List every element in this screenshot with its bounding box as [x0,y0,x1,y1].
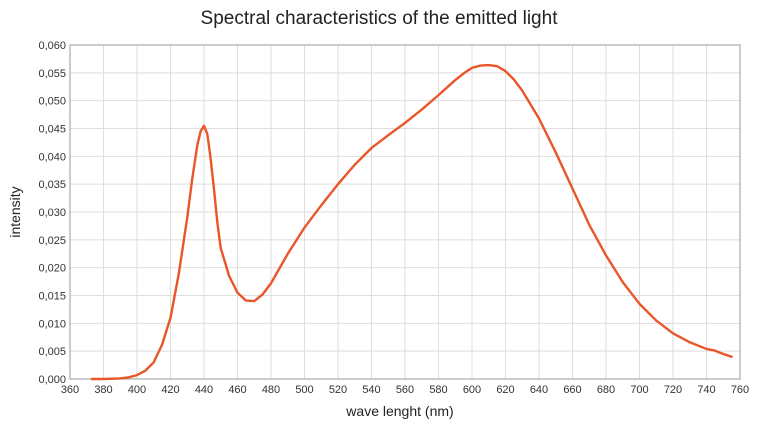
y-tick-label: 0,010 [38,318,66,330]
x-tick-label: 380 [94,384,112,396]
y-tick-label: 0,040 [38,151,66,163]
y-axis-ticks: 0,000 0,005 0,010 0,015 0,020 0,025 0,030 0,035… [38,40,66,386]
x-tick-label: 360 [61,384,79,396]
y-tick-label: 0,020 [38,263,66,275]
x-tick-label: 460 [228,384,246,396]
x-tick-label: 500 [295,384,313,396]
x-tick-label: 760 [731,384,749,396]
x-tick-label: 420 [161,384,179,396]
x-tick-label: 440 [195,384,213,396]
x-tick-label: 660 [563,384,581,396]
grid [69,44,741,380]
y-tick-label: 0,050 [38,96,66,108]
chart-title: Spectral characteristics of the emitted … [200,8,558,29]
x-tick-label: 600 [463,384,481,396]
x-tick-label: 560 [396,384,414,396]
x-tick-label: 640 [530,384,548,396]
x-tick-label: 700 [630,384,648,396]
y-tick-label: 0,060 [38,40,66,52]
x-tick-label: 620 [496,384,514,396]
x-tick-label: 580 [429,384,447,396]
y-tick-label: 0,005 [38,346,66,358]
y-tick-label: 0,055 [38,68,66,80]
series-line [90,63,733,381]
y-tick-label: 0,035 [38,179,66,191]
x-axis-label: wave lenght (nm) [345,403,453,419]
x-tick-label: 680 [597,384,615,396]
y-tick-label: 0,045 [38,124,66,136]
x-tick-label: 740 [697,384,715,396]
series-layer [90,63,733,381]
y-tick-label: 0,015 [38,291,66,303]
plot-frame [69,44,741,380]
x-tick-label: 540 [362,384,380,396]
y-axis-label: intensity [7,186,23,237]
y-tick-label: 0,025 [38,235,66,247]
x-tick-label: 480 [262,384,280,396]
y-tick-label: 0,000 [38,374,66,386]
x-tick-label: 520 [329,384,347,396]
x-axis-ticks: 360 380 400 420 440 460 480 500 520 540 560 580 600 6… [61,384,749,396]
x-tick-label: 720 [664,384,682,396]
y-tick-label: 0,030 [38,207,66,219]
x-tick-label: 400 [128,384,146,396]
